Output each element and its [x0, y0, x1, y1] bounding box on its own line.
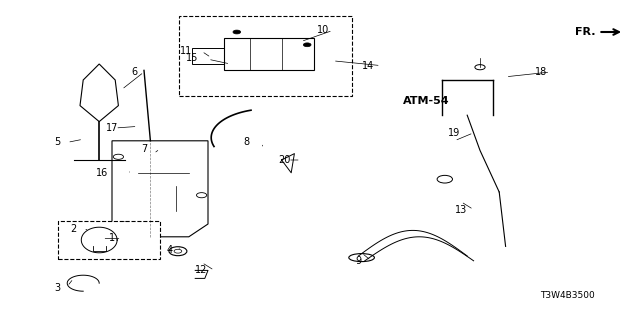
Text: 14: 14	[362, 60, 374, 71]
Text: 19: 19	[448, 128, 461, 138]
Text: 12: 12	[195, 265, 208, 276]
Text: 20: 20	[278, 155, 291, 165]
Text: 17: 17	[106, 123, 118, 133]
Text: 10: 10	[317, 25, 330, 36]
Text: FR.: FR.	[575, 27, 595, 37]
Text: T3W4B3500: T3W4B3500	[540, 292, 595, 300]
Text: 7: 7	[141, 144, 147, 154]
Text: 16: 16	[96, 168, 109, 178]
Text: 3: 3	[54, 283, 61, 293]
Text: 6: 6	[131, 67, 138, 77]
Text: 2: 2	[70, 224, 77, 234]
Bar	[58, 221, 160, 259]
Text: 18: 18	[534, 67, 547, 77]
Text: 15: 15	[186, 52, 198, 63]
Circle shape	[303, 43, 311, 47]
Bar	[179, 16, 352, 96]
Text: 9: 9	[355, 256, 362, 266]
Text: 1: 1	[109, 233, 115, 244]
Text: 4: 4	[166, 244, 173, 255]
Text: 11: 11	[179, 46, 192, 56]
Text: 8: 8	[243, 137, 250, 148]
Text: 5: 5	[54, 137, 61, 148]
Text: 13: 13	[454, 204, 467, 215]
Circle shape	[233, 30, 241, 34]
Text: ATM-54: ATM-54	[403, 96, 450, 106]
Bar	[224, 38, 314, 70]
